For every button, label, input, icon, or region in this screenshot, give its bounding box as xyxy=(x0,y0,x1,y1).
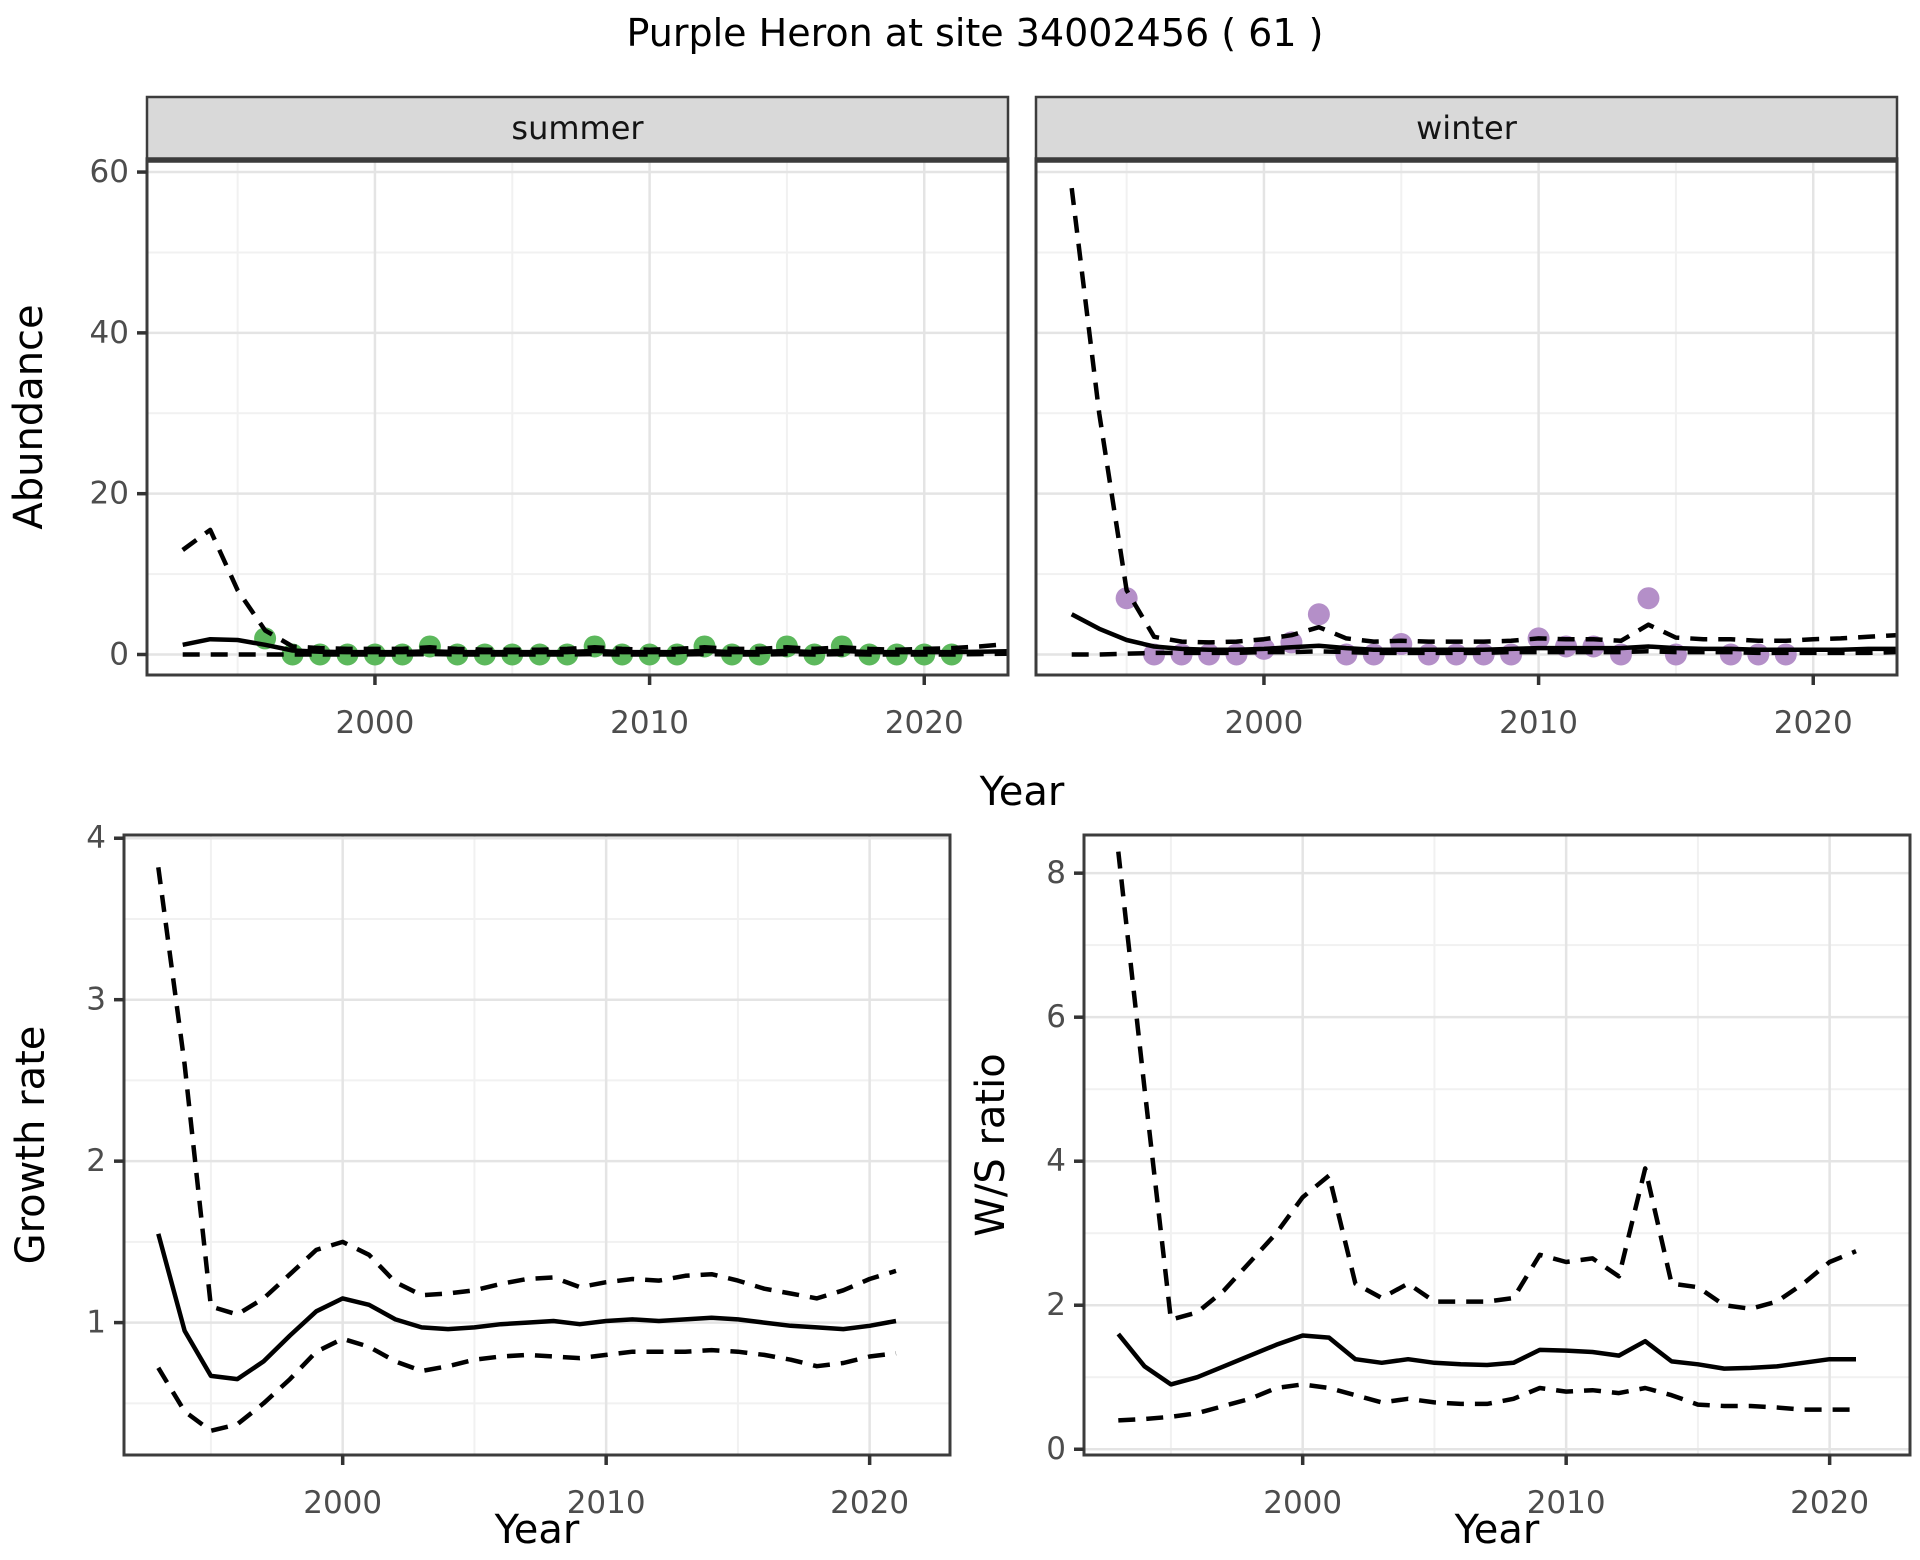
facet-strip-winter xyxy=(1034,95,1899,162)
page-title: Purple Heron at site 34002456 ( 61 ) xyxy=(627,11,1324,55)
y-tick-label-growth-2: 2 xyxy=(86,1143,106,1179)
series-ws-upper-ci xyxy=(1116,851,1857,1322)
y-tick-label-ws-4: 4 xyxy=(1046,1143,1066,1179)
y-tick-label-summer-0: 0 xyxy=(109,636,129,672)
x-tick-label-ws-2010: 2010 xyxy=(1527,1485,1606,1521)
y-axis-title-ws: W/S ratio xyxy=(968,1053,1014,1236)
y-tick-label-ws-2: 2 xyxy=(1046,1287,1066,1323)
series-winter-lower-ci xyxy=(1071,649,1896,657)
data-point-observed-winter xyxy=(1637,587,1660,610)
x-tick-label-growth-2000: 2000 xyxy=(303,1485,382,1521)
y-tick-label-growth-1: 1 xyxy=(86,1305,106,1341)
series-summer-upper-ci xyxy=(181,527,1007,652)
panel-background-ws xyxy=(1084,835,1910,1455)
series-ws-fit xyxy=(1116,1332,1856,1387)
x-tick-label-growth-2010: 2010 xyxy=(567,1485,646,1521)
y-axis-title-growth: Growth rate xyxy=(8,1026,54,1265)
series-growth-lower-ci xyxy=(156,1336,897,1434)
x-tick-label-ws-2020: 2020 xyxy=(1790,1485,1869,1521)
data-point-observed-winter xyxy=(1307,603,1330,626)
x-tick-label-winter-2010: 2010 xyxy=(1499,705,1578,741)
y-tick-label-growth-4: 4 xyxy=(86,820,106,856)
y-tick-label-growth-3: 3 xyxy=(86,982,106,1018)
x-tick-label-summer-2000: 2000 xyxy=(335,705,414,741)
series-winter-fit xyxy=(1070,612,1896,652)
x-axis-title-growth: Year xyxy=(494,1507,580,1553)
x-tick-label-summer-2010: 2010 xyxy=(610,705,689,741)
panel-background-summer xyxy=(147,160,1008,675)
x-axis-title-ws: Year xyxy=(1454,1507,1540,1553)
panel-border-ws xyxy=(1082,833,1912,1457)
x-tick-label-winter-2000: 2000 xyxy=(1224,705,1303,741)
series-summer-lower-ci xyxy=(182,651,1007,657)
y-axis-title-abundance: Abundance xyxy=(6,304,52,529)
y-tick-label-summer-60: 60 xyxy=(90,154,129,190)
facet-strip-label-winter: winter xyxy=(1416,109,1518,147)
series-winter-upper-ci xyxy=(1069,187,1896,645)
series-growth-fit xyxy=(156,1233,897,1382)
x-axis-title-top-year: Year xyxy=(979,769,1065,815)
y-tick-label-summer-20: 20 xyxy=(90,476,129,512)
series-summer-fit xyxy=(182,636,1007,655)
panel-background-growth xyxy=(124,835,950,1455)
y-tick-label-summer-40: 40 xyxy=(90,315,129,351)
x-tick-label-growth-2020: 2020 xyxy=(830,1485,909,1521)
series-ws-lower-ci xyxy=(1118,1382,1856,1423)
y-tick-label-ws-6: 6 xyxy=(1046,999,1066,1035)
panel-background-winter xyxy=(1036,160,1897,675)
facet-strip-label-summer: summer xyxy=(511,109,644,147)
x-tick-label-summer-2020: 2020 xyxy=(885,705,964,741)
x-tick-label-ws-2000: 2000 xyxy=(1263,1485,1342,1521)
y-tick-label-ws-8: 8 xyxy=(1046,855,1066,891)
panel-border-growth xyxy=(122,833,952,1457)
y-tick-label-ws-0: 0 xyxy=(1046,1431,1066,1467)
x-tick-label-winter-2020: 2020 xyxy=(1774,705,1853,741)
